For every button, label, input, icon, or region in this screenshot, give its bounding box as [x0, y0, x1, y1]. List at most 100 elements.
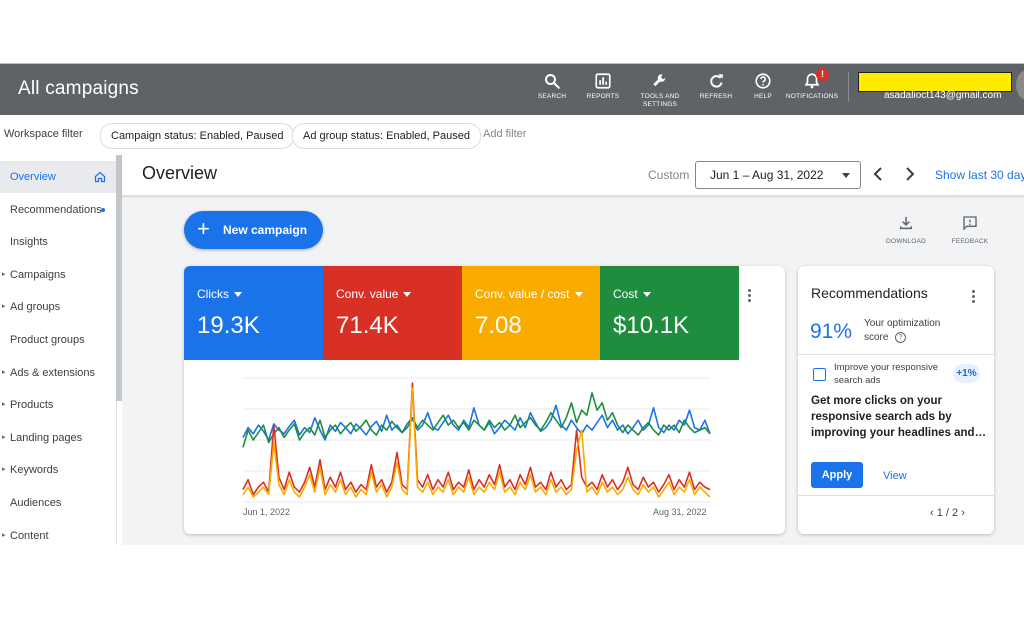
campaign-status-chip[interactable]: Campaign status: Enabled, Paused: [100, 123, 295, 149]
metric-name-text: Cost: [613, 287, 638, 301]
top-bar: All campaigns: [0, 63, 1024, 115]
sidebar-item-products[interactable]: ▸ Products: [0, 389, 116, 421]
apply-button[interactable]: Apply: [811, 462, 863, 488]
tools-settings-nav-button[interactable]: TOOLS AND SETTINGS: [630, 72, 690, 109]
sidebar-item-content[interactable]: ▸ Content: [0, 520, 116, 552]
page-title: All campaigns: [18, 78, 139, 99]
caret-right-icon: ▸: [2, 433, 6, 441]
chevron-right-icon[interactable]: ›: [961, 507, 965, 519]
notifications-nav-label: NOTIFICATIONS: [785, 93, 839, 100]
caret-right-icon: ▸: [2, 270, 6, 278]
chart-series-line-2: [242, 382, 711, 496]
redaction-box: [858, 72, 1012, 92]
sidebar-item-recommendations[interactable]: Recommendations: [0, 194, 116, 226]
sidebar-item-label: Audiences: [10, 497, 62, 509]
sidebar-scrollbar[interactable]: [116, 155, 122, 401]
recommendation-item-title-2: search ads: [834, 375, 881, 386]
new-campaign-button[interactable]: + New campaign: [184, 211, 323, 249]
sidebar-item-landing-pages[interactable]: ▸ Landing pages: [0, 422, 116, 454]
optimization-score-value: 91%: [810, 320, 853, 343]
help-icon: [755, 73, 771, 89]
sidebar-item-label: Recommendations: [10, 203, 102, 216]
caret-right-icon: ▸: [2, 466, 6, 474]
home-icon: [94, 171, 106, 183]
metric-name-text: Conv. value / cost: [475, 287, 570, 301]
feedback-icon: [963, 216, 977, 231]
sidebar-item-label: Insights: [10, 236, 48, 249]
caret-right-icon: ▸: [2, 368, 6, 376]
sidebar: Overview Recommendations Insights ▸ Campaign…: [0, 155, 117, 545]
metric-tile-conv-value-cost[interactable]: Conv. value / cost 7.08: [462, 266, 600, 360]
feedback-button[interactable]: FEEDBACK: [948, 215, 992, 245]
overview-title: Overview: [142, 163, 218, 183]
workspace-filter-label: Workspace filter: [4, 128, 83, 140]
divider: [798, 354, 994, 355]
line-chart: [242, 377, 711, 503]
reports-nav-button[interactable]: REPORTS: [573, 72, 633, 101]
page-bottom-area: [0, 545, 1024, 639]
chevron-left-icon[interactable]: ‹: [930, 507, 934, 519]
feedback-label: FEEDBACK: [951, 238, 989, 245]
download-button[interactable]: DOWNLOAD: [884, 215, 928, 245]
metric-name: Cost: [613, 287, 651, 301]
search-nav-button[interactable]: SEARCH: [522, 72, 582, 101]
refresh-nav-button[interactable]: REFRESH: [686, 72, 746, 101]
refresh-icon: [710, 74, 723, 88]
sidebar-item-campaigns[interactable]: ▸ Campaigns: [0, 259, 116, 291]
recommendation-body-line-3: improving your headlines and…: [811, 427, 987, 439]
sidebar-item-product-groups[interactable]: Product groups: [0, 324, 116, 356]
metric-value: 7.08: [475, 312, 522, 339]
metric-tile-conv-value[interactable]: Conv. value 71.4K: [323, 266, 462, 360]
date-range-value: Jun 1 – Aug 31, 2022: [710, 168, 824, 182]
sidebar-item-label: Ad groups: [10, 301, 61, 314]
dropdown-arrow-icon: [842, 173, 850, 178]
recommendation-item-title: Improve your responsive: [834, 362, 939, 373]
next-period-button[interactable]: [903, 164, 917, 189]
prev-period-button[interactable]: [871, 164, 885, 189]
notifications-nav-button[interactable]: ! NOTIFICATIONS: [782, 68, 842, 101]
pager-text: 1 / 2: [936, 507, 959, 519]
chart-series-line-1: [242, 392, 711, 448]
x-axis-start-label: Jun 1, 2022: [243, 507, 291, 517]
view-link[interactable]: View: [883, 470, 907, 482]
sidebar-item-ad-groups[interactable]: ▸ Ad groups: [0, 291, 116, 323]
recommendations-pager: ‹ 1 / 2 ›: [930, 507, 965, 519]
ad-group-status-chip[interactable]: Ad group status: Enabled, Paused: [292, 123, 481, 149]
recommendations-more-menu-button[interactable]: [972, 288, 975, 305]
notification-badge: !: [816, 68, 829, 81]
add-filter-link[interactable]: Add filter: [483, 128, 527, 140]
metric-name: Clicks: [197, 287, 242, 301]
ad-icon: [813, 368, 826, 381]
sidebar-item-keywords[interactable]: ▸ Keywords: [0, 454, 116, 486]
bell-icon: [804, 73, 820, 89]
metric-tile-clicks[interactable]: Clicks 19.3K: [184, 266, 323, 360]
search-nav-label: SEARCH: [537, 93, 567, 100]
sidebar-item-audiences[interactable]: Audiences: [0, 487, 116, 519]
x-axis-end-label: Aug 31, 2022: [653, 507, 707, 517]
metric-value: $10.1K: [613, 312, 690, 339]
date-range-select[interactable]: Jun 1 – Aug 31, 2022: [695, 161, 861, 189]
metric-name: Conv. value: [336, 287, 412, 301]
topbar-divider: [848, 72, 849, 102]
help-nav-label: HELP: [754, 93, 772, 100]
sidebar-item-ads-extensions[interactable]: ▸ Ads & extensions: [0, 357, 116, 389]
sidebar-item-label: Products: [10, 399, 54, 412]
caret-right-icon: ▸: [2, 531, 6, 539]
metric-tile-cost[interactable]: Cost $10.1K: [600, 266, 739, 360]
avatar[interactable]: [1016, 70, 1024, 100]
chevron-right-icon: [906, 167, 915, 181]
new-campaign-label: New campaign: [223, 223, 308, 237]
performance-card: Clicks 19.3K Conv. value 71.4K Conv. val…: [184, 266, 785, 534]
chart-more-menu-button[interactable]: [748, 287, 751, 304]
dropdown-arrow-icon: [234, 292, 242, 298]
account-email[interactable]: asadalioct143@gmail.com: [884, 90, 1002, 101]
metric-name-text: Conv. value: [336, 287, 399, 301]
sidebar-item-insights[interactable]: Insights: [0, 226, 116, 258]
help-nav-button[interactable]: HELP: [733, 72, 793, 101]
settings-nav-label: SETTINGS: [642, 101, 678, 108]
sidebar-item-overview[interactable]: Overview: [0, 161, 116, 193]
help-circle-icon[interactable]: ?: [895, 332, 906, 343]
recommendation-body-line-1: Get more clicks on your: [811, 395, 943, 407]
show-last-30-days-link[interactable]: Show last 30 days: [935, 168, 1024, 182]
chart-series-line-3: [242, 387, 711, 498]
